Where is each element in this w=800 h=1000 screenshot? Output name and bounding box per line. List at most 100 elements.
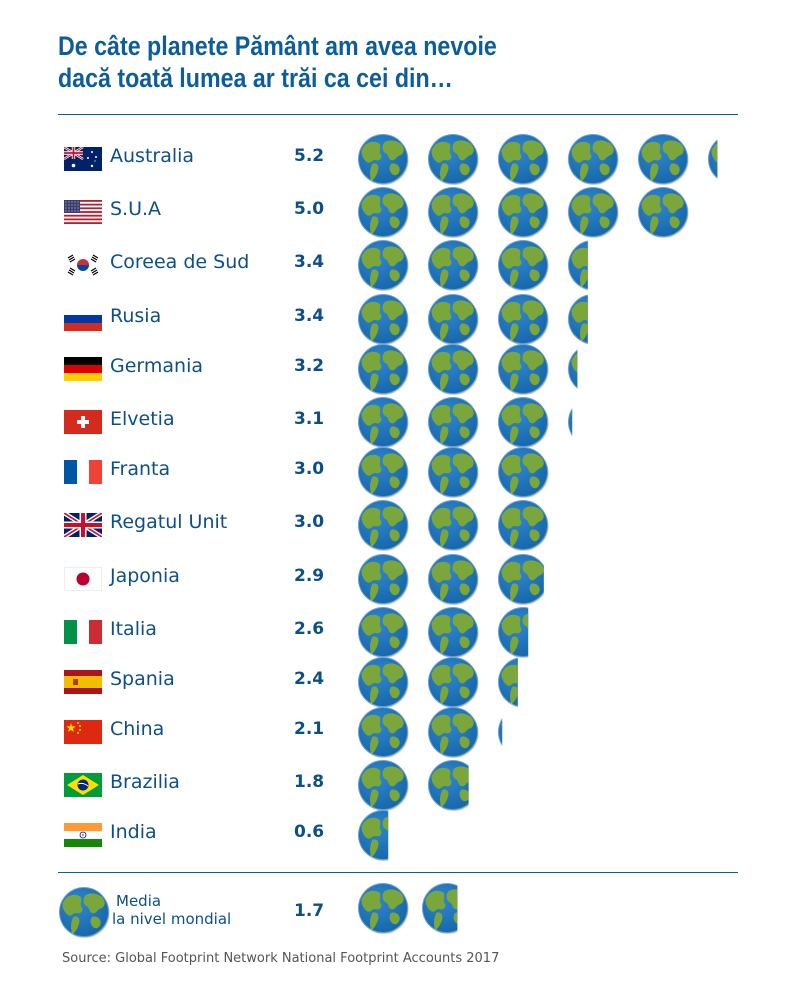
globe-bar: [357, 707, 737, 758]
world-average-globe-icon: [58, 886, 110, 942]
country-value: 3.0: [294, 459, 325, 479]
globe-icon: [358, 240, 409, 291]
country-value: 3.1: [294, 409, 325, 429]
globe-bar: [357, 397, 737, 448]
globe-icon: [568, 134, 619, 185]
usa-flag-icon: [64, 200, 102, 224]
country-row: Regatul Unit 3.0: [0, 500, 800, 553]
country-name: India: [110, 821, 157, 843]
globe-icon: [568, 187, 619, 238]
globe-icon: [358, 657, 409, 708]
partial-globe-icon: [358, 810, 389, 861]
country-name: Brazilia: [110, 771, 180, 793]
country-row: Japonia 2.9: [0, 554, 800, 607]
globe-bar: [357, 810, 737, 861]
globe-bar: [357, 607, 737, 658]
globe-icon: [498, 500, 549, 551]
country-value: 3.4: [294, 306, 325, 326]
globe-icon: [358, 134, 409, 185]
globe-icon: [428, 447, 479, 498]
globe-icon: [358, 707, 409, 758]
country-row: Elvetia 3.1: [0, 397, 800, 450]
country-row: Germania 3.2: [0, 344, 800, 397]
globe-icon: [428, 607, 479, 658]
partial-globe-icon: [568, 404, 573, 436]
globe-bar: [357, 657, 737, 708]
country-value: 2.4: [294, 669, 325, 689]
country-row: Rusia 3.4: [0, 294, 800, 347]
globe-icon: [498, 447, 549, 498]
country-value: 2.1: [294, 719, 325, 739]
chart-title: De câte planete Pământ am avea nevoie da…: [58, 30, 608, 94]
country-value: 5.2: [294, 146, 325, 166]
country-name: Coreea de Sud: [110, 251, 250, 273]
country-value: 3.0: [294, 512, 325, 532]
globe-icon: [358, 187, 409, 238]
globe-icon: [358, 607, 409, 658]
globe-icon: [428, 554, 479, 605]
globe-icon: [498, 134, 549, 185]
globe-icon: [428, 134, 479, 185]
russia-flag-icon: [64, 307, 102, 331]
globe-bar: [357, 500, 737, 551]
country-name: Regatul Unit: [110, 511, 228, 533]
country-name: Japonia: [110, 565, 180, 587]
spain-flag-icon: [64, 670, 102, 694]
world-average-value: 1.7: [294, 901, 325, 921]
south-korea-flag-icon: [64, 253, 102, 277]
world-average-label-line-1: Media: [116, 892, 162, 910]
globe-icon: [428, 344, 479, 395]
globe-icon: [638, 134, 689, 185]
partial-globe-icon: [498, 657, 518, 708]
india-flag-icon: [64, 823, 102, 847]
globe-icon: [358, 294, 409, 345]
world-average-globes: [357, 883, 557, 934]
country-row: S.U.A 5.0: [0, 187, 800, 240]
globe-icon: [428, 657, 479, 708]
world-average-label: Media la nivel mondial: [112, 892, 231, 928]
country-row: Brazilia 1.8: [0, 760, 800, 813]
australia-flag-icon: [64, 147, 102, 171]
globe-icon: [428, 397, 479, 448]
country-name: China: [110, 718, 165, 740]
bottom-divider: [58, 872, 738, 873]
country-value: 1.8: [294, 772, 325, 792]
country-value: 3.2: [294, 356, 325, 376]
country-row: Spania 2.4: [0, 657, 800, 710]
country-value: 2.6: [294, 619, 325, 639]
brazil-flag-icon: [64, 773, 102, 797]
globe-icon: [428, 294, 479, 345]
partial-globe-icon: [498, 607, 529, 658]
globe-icon: [428, 707, 479, 758]
globe-icon: [358, 883, 409, 934]
world-average-label-line-2: la nivel mondial: [112, 910, 232, 928]
country-row: Italia 2.6: [0, 607, 800, 660]
globe-icon: [428, 240, 479, 291]
country-row: Franta 3.0: [0, 447, 800, 500]
globe-bar: [357, 447, 737, 498]
country-row: Coreea de Sud 3.4: [0, 240, 800, 293]
switzerland-flag-icon: [64, 410, 102, 434]
country-name: Italia: [110, 618, 157, 640]
country-name: Spania: [110, 668, 175, 690]
partial-globe-icon: [498, 554, 544, 605]
country-row: China 2.1: [0, 707, 800, 760]
globe-icon: [498, 397, 549, 448]
top-divider: [58, 114, 738, 115]
country-name: Germania: [110, 355, 204, 377]
globe-icon: [358, 760, 409, 811]
country-row: Australia 5.2: [0, 134, 800, 187]
germany-flag-icon: [64, 357, 102, 381]
globe-icon: [638, 187, 689, 238]
globe-icon: [358, 554, 409, 605]
globe-bar: [357, 134, 737, 185]
globe-icon: [358, 344, 409, 395]
country-value: 2.9: [294, 566, 325, 586]
globe-icon: [498, 294, 549, 345]
globe-bar: [357, 187, 737, 238]
partial-globe-icon: [708, 139, 718, 180]
country-row: India 0.6: [0, 810, 800, 863]
partial-globe-icon: [498, 714, 503, 746]
globe-bar: [357, 760, 737, 811]
country-value: 0.6: [294, 822, 325, 842]
